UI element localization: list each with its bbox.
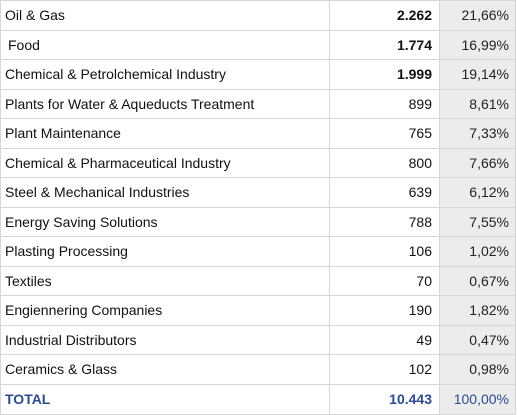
count-cell: 190 xyxy=(330,296,440,325)
count-cell: 102 xyxy=(330,355,440,384)
sector-cell: Steel & Mechanical Industries xyxy=(0,178,330,207)
share-cell: 8,61% xyxy=(440,90,516,119)
table-row: Industrial Distributors 49 0,47% xyxy=(0,325,516,355)
count-cell: 1.774 xyxy=(330,31,440,60)
sector-cell: Ceramics & Glass xyxy=(0,355,330,384)
table-row: Textiles 70 0,67% xyxy=(0,266,516,296)
share-cell: 100,00% xyxy=(440,385,516,414)
table-row: Food 1.774 16,99% xyxy=(0,30,516,60)
share-cell: 7,66% xyxy=(440,149,516,178)
count-cell: 106 xyxy=(330,237,440,266)
sector-cell: Oil & Gas xyxy=(0,1,330,30)
share-cell: 0,98% xyxy=(440,355,516,384)
count-cell: 49 xyxy=(330,326,440,355)
share-cell: 16,99% xyxy=(440,31,516,60)
sector-cell: Industrial Distributors xyxy=(0,326,330,355)
sector-cell: Plants for Water & Aqueducts Treatment xyxy=(0,90,330,119)
count-cell: 2.262 xyxy=(330,1,440,30)
table-row: Chemical & Petrolchemical Industry 1.999 1… xyxy=(0,59,516,89)
count-cell: 639 xyxy=(330,178,440,207)
count-cell: 800 xyxy=(330,149,440,178)
share-cell: 0,47% xyxy=(440,326,516,355)
count-cell: 899 xyxy=(330,90,440,119)
share-cell: 0,67% xyxy=(440,267,516,296)
table-row: Oil & Gas 2.262 21,66% xyxy=(0,0,516,30)
table-row: Engiennering Companies 190 1,82% xyxy=(0,295,516,325)
sector-cell: Plant Maintenance xyxy=(0,119,330,148)
count-cell: 1.999 xyxy=(330,60,440,89)
table-row: Steel & Mechanical Industries 639 6,12% xyxy=(0,177,516,207)
count-cell: 788 xyxy=(330,208,440,237)
table-row: Energy Saving Solutions 788 7,55% xyxy=(0,207,516,237)
count-cell: 765 xyxy=(330,119,440,148)
table-row: Plant Maintenance 765 7,33% xyxy=(0,118,516,148)
share-cell: 7,55% xyxy=(440,208,516,237)
table-row: Plasting Processing 106 1,02% xyxy=(0,236,516,266)
sector-cell: Chemical & Petrolchemical Industry xyxy=(0,60,330,89)
sector-cell: Food xyxy=(0,31,330,60)
table-row: Chemical & Pharmaceutical Industry 800 7,6… xyxy=(0,148,516,178)
share-cell: 7,33% xyxy=(440,119,516,148)
share-cell: 6,12% xyxy=(440,178,516,207)
sector-cell: Engiennering Companies xyxy=(0,296,330,325)
table-row: TOTAL 10.443 100,00% xyxy=(0,384,516,415)
share-cell: 1,02% xyxy=(440,237,516,266)
share-cell: 1,82% xyxy=(440,296,516,325)
share-cell: 19,14% xyxy=(440,60,516,89)
table-row: Ceramics & Glass 102 0,98% xyxy=(0,354,516,384)
table-row: Plants for Water & Aqueducts Treatment 89… xyxy=(0,89,516,119)
share-cell: 21,66% xyxy=(440,1,516,30)
sector-cell: TOTAL xyxy=(0,385,330,414)
count-cell: 70 xyxy=(330,267,440,296)
sector-cell: Textiles xyxy=(0,267,330,296)
sector-cell: Energy Saving Solutions xyxy=(0,208,330,237)
sector-cell: Chemical & Pharmaceutical Industry xyxy=(0,149,330,178)
count-cell: 10.443 xyxy=(330,385,440,414)
sector-cell: Plasting Processing xyxy=(0,237,330,266)
